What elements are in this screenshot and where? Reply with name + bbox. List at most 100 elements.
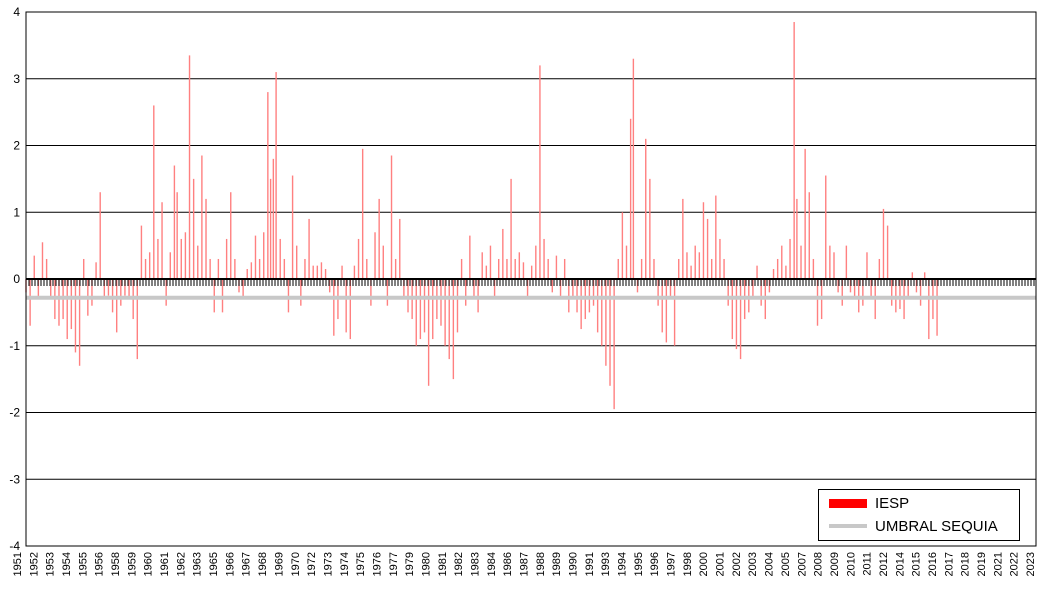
iesp-bar bbox=[518, 252, 521, 279]
x-tick-label: 2012 bbox=[878, 552, 890, 576]
iesp-bar bbox=[386, 279, 389, 306]
iesp-bar bbox=[649, 178, 651, 279]
x-tick-label: 2007 bbox=[796, 552, 808, 576]
iesp-bar bbox=[899, 279, 901, 310]
iesp-bar bbox=[882, 208, 885, 279]
iesp-bar bbox=[911, 272, 914, 279]
iesp-bar bbox=[592, 279, 595, 306]
iesp-bar bbox=[706, 218, 709, 279]
iesp-bar bbox=[793, 22, 795, 279]
y-tick-label: 4 bbox=[13, 5, 20, 19]
iesp-bar bbox=[833, 252, 835, 279]
iesp-bar bbox=[735, 279, 738, 350]
iesp-bar bbox=[316, 265, 319, 279]
iesp-bar bbox=[686, 252, 688, 279]
iesp-bar bbox=[723, 258, 725, 279]
iesp-bar bbox=[776, 258, 779, 279]
iesp-bar bbox=[812, 258, 815, 279]
iesp-bar bbox=[217, 258, 220, 279]
iesp-bar bbox=[702, 202, 705, 279]
x-tick-label: 1952 bbox=[28, 552, 40, 576]
x-tick-label: 2018 bbox=[960, 552, 972, 576]
iesp-bar bbox=[636, 279, 639, 293]
x-tick-label: 1974 bbox=[339, 552, 351, 576]
iesp-bar bbox=[669, 279, 672, 300]
x-tick-label: 1961 bbox=[159, 552, 171, 576]
iesp-bar bbox=[891, 279, 893, 306]
iesp-bar bbox=[66, 279, 68, 340]
iesp-bar bbox=[29, 279, 31, 326]
iesp-bar bbox=[690, 265, 692, 279]
iesp-bar bbox=[128, 279, 130, 300]
iesp-bar bbox=[165, 279, 167, 306]
iesp-bar bbox=[407, 279, 409, 313]
iesp-bar bbox=[785, 265, 787, 279]
legend-item-iesp: IESP bbox=[829, 493, 909, 513]
iesp-bar bbox=[140, 225, 143, 279]
y-tick-label: 2 bbox=[13, 139, 20, 153]
iesp-bar bbox=[312, 265, 314, 279]
x-tick-label: 2017 bbox=[943, 552, 955, 576]
x-tick-label: 1953 bbox=[45, 552, 57, 576]
iesp-bar bbox=[841, 279, 843, 306]
iesp-bar bbox=[201, 155, 203, 279]
iesp-bar bbox=[192, 178, 195, 279]
x-tick-labels: 1951 1952 1953 1954 1955 1956 1958 1959 1960 1961… bbox=[12, 552, 1037, 576]
x-tick-label: 1968 bbox=[257, 552, 269, 576]
iesp-bar bbox=[74, 279, 77, 353]
iesp-bar bbox=[300, 279, 302, 306]
iesp-bar bbox=[124, 279, 126, 296]
x-tick-label: 1998 bbox=[682, 552, 694, 576]
iesp-bar bbox=[555, 255, 558, 279]
iesp-bar bbox=[657, 279, 659, 306]
iesp-bar bbox=[845, 245, 848, 279]
x-tick-label: 1994 bbox=[617, 552, 629, 576]
x-tick-label: 1954 bbox=[61, 552, 73, 576]
x-tick-label: 2005 bbox=[780, 552, 792, 576]
x-tick-label: 1984 bbox=[486, 552, 498, 576]
iesp-bar bbox=[498, 258, 500, 279]
x-tick-label: 1966 bbox=[224, 552, 236, 576]
iesp-bar bbox=[324, 268, 327, 279]
iesp-bar bbox=[711, 258, 713, 279]
iesp-bar bbox=[748, 279, 750, 313]
plot-border bbox=[25, 11, 1037, 547]
iesp-bar bbox=[698, 252, 701, 279]
iesp-bar bbox=[739, 279, 742, 360]
iesp-bar bbox=[936, 279, 938, 336]
iesp-bar bbox=[37, 279, 40, 300]
iesp-bar bbox=[632, 58, 635, 279]
iesp-bar bbox=[456, 279, 459, 333]
iesp-bar bbox=[304, 258, 306, 279]
x-tick-label: 1989 bbox=[551, 552, 563, 576]
iesp-bar bbox=[678, 258, 680, 279]
iesp-bar bbox=[535, 245, 537, 279]
iesp-bar bbox=[609, 279, 611, 386]
y-tick-label: 1 bbox=[13, 205, 20, 219]
iesp-bar bbox=[374, 232, 376, 279]
legend-swatch-iesp bbox=[829, 498, 867, 508]
y-tick-label: -2 bbox=[9, 406, 20, 420]
x-tick-label: 1979 bbox=[404, 552, 416, 576]
iesp-bar bbox=[366, 258, 368, 279]
iesp-bar bbox=[448, 279, 450, 360]
iesp-bar bbox=[296, 245, 298, 279]
x-tick-label: 1955 bbox=[77, 552, 89, 576]
iesp-bar bbox=[221, 279, 224, 313]
iesp-bar bbox=[246, 268, 248, 279]
iesp-bar bbox=[188, 55, 191, 280]
iesp-bar bbox=[796, 198, 798, 279]
iesp-bar bbox=[250, 262, 253, 279]
iesp-bar bbox=[870, 279, 872, 300]
iesp-bar bbox=[287, 279, 290, 313]
x-tick-label: 1967 bbox=[241, 552, 253, 576]
iesp-bar bbox=[353, 265, 356, 279]
iesp-bar bbox=[469, 235, 471, 279]
iesp-bar bbox=[473, 279, 475, 300]
iesp-bar bbox=[258, 258, 261, 279]
iesp-bar bbox=[772, 268, 775, 279]
iesp-bar bbox=[613, 279, 615, 410]
iesp-bar bbox=[514, 258, 516, 279]
iesp-bar bbox=[432, 279, 434, 340]
